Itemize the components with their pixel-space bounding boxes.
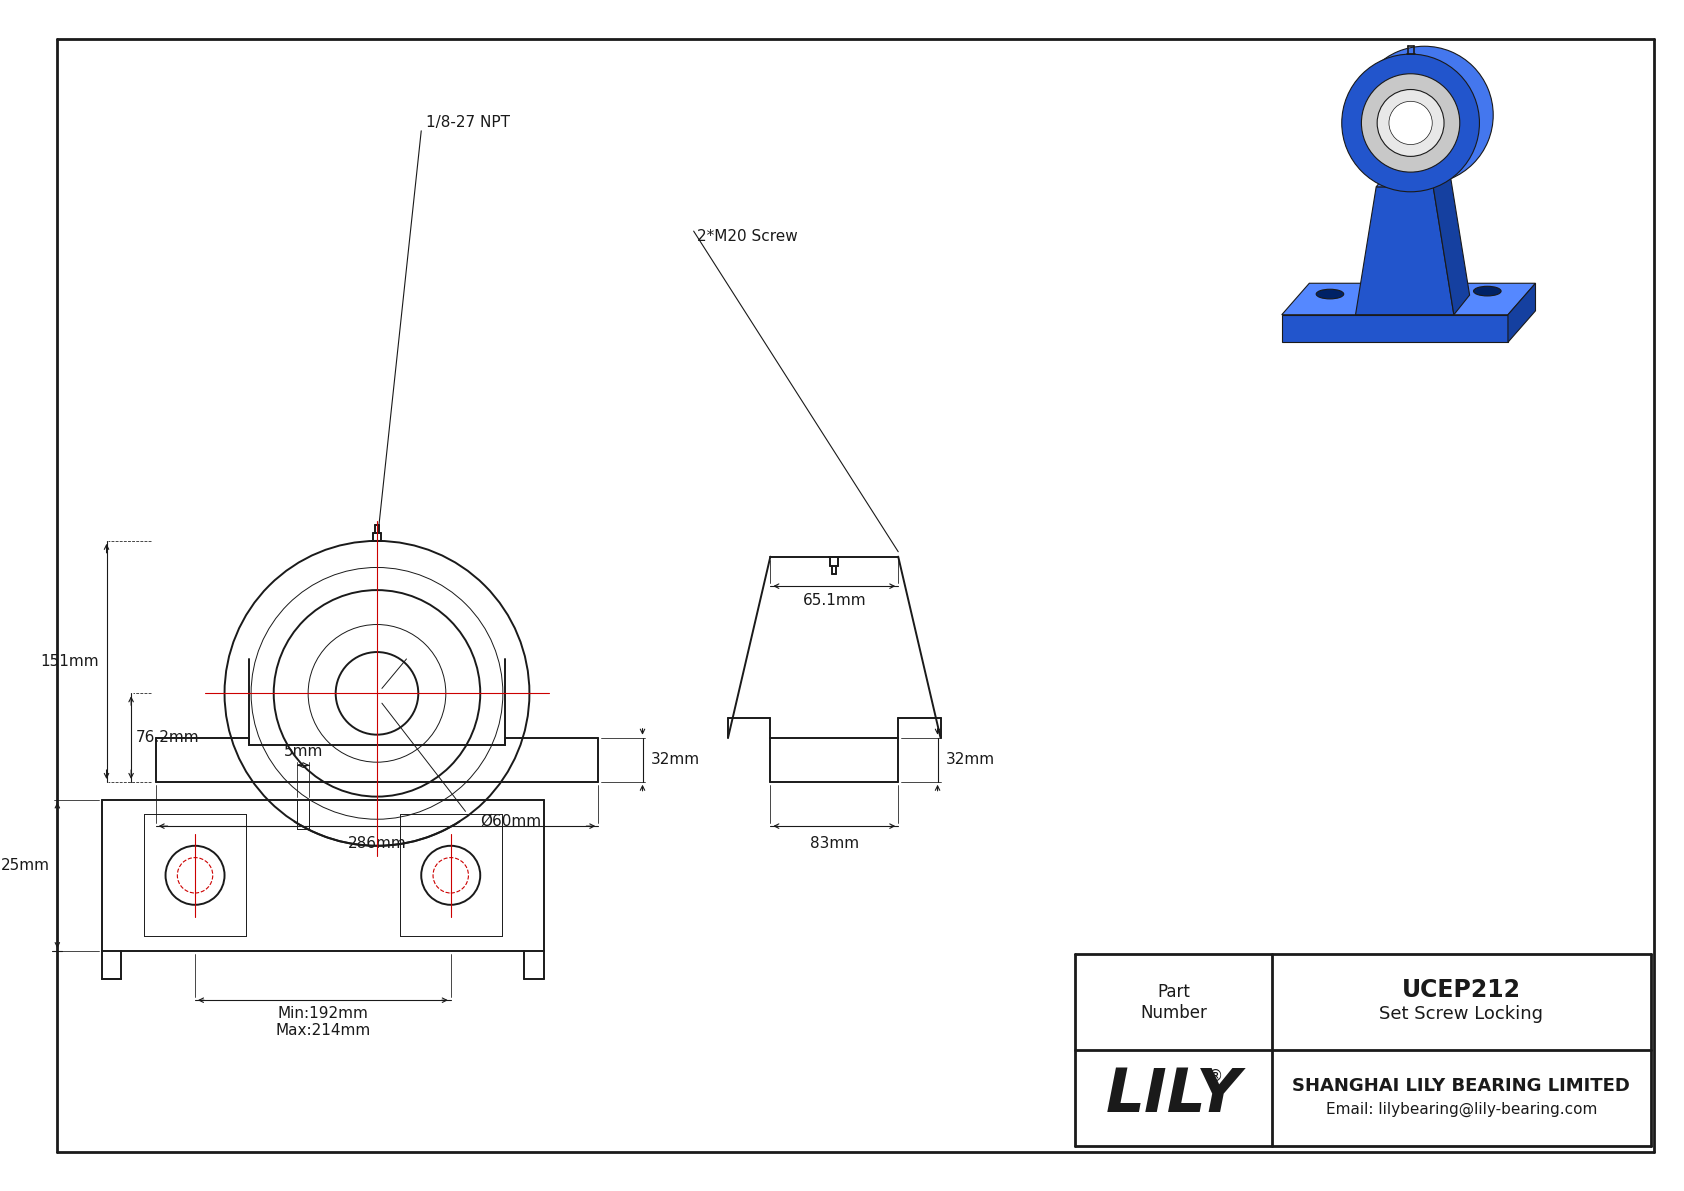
- Ellipse shape: [1317, 289, 1344, 299]
- Text: 2*M20 Screw: 2*M20 Screw: [697, 229, 797, 243]
- Polygon shape: [1433, 167, 1470, 314]
- Text: 76.2mm: 76.2mm: [136, 730, 200, 746]
- Circle shape: [1389, 101, 1431, 144]
- Text: SHANGHAI LILY BEARING LIMITED: SHANGHAI LILY BEARING LIMITED: [1292, 1077, 1630, 1096]
- Text: Part
Number: Part Number: [1140, 983, 1207, 1022]
- Polygon shape: [1507, 283, 1536, 342]
- Circle shape: [1361, 74, 1460, 173]
- Text: 286mm: 286mm: [347, 836, 406, 852]
- Polygon shape: [1376, 167, 1448, 187]
- Text: 25mm: 25mm: [0, 858, 49, 873]
- Text: Min:192mm
Max:214mm: Min:192mm Max:214mm: [274, 1005, 370, 1039]
- Circle shape: [1342, 54, 1480, 192]
- Ellipse shape: [1474, 286, 1500, 295]
- Text: ®: ®: [1207, 1068, 1224, 1084]
- Text: UCEP212: UCEP212: [1401, 978, 1521, 1003]
- Polygon shape: [1356, 187, 1453, 314]
- Text: 151mm: 151mm: [40, 654, 99, 669]
- Text: 32mm: 32mm: [945, 753, 995, 767]
- Text: 32mm: 32mm: [650, 753, 699, 767]
- Polygon shape: [1282, 283, 1536, 314]
- Circle shape: [1378, 89, 1445, 156]
- Polygon shape: [1282, 314, 1507, 342]
- Text: Set Screw Locking: Set Screw Locking: [1379, 1005, 1543, 1023]
- Text: 65.1mm: 65.1mm: [803, 593, 866, 609]
- Text: 5mm: 5mm: [283, 744, 323, 759]
- Text: Email: lilybearing@lily-bearing.com: Email: lilybearing@lily-bearing.com: [1325, 1102, 1596, 1117]
- Wedge shape: [1356, 46, 1494, 183]
- Text: LILY: LILY: [1106, 1066, 1241, 1124]
- Text: 83mm: 83mm: [810, 836, 859, 852]
- Text: 1/8-27 NPT: 1/8-27 NPT: [426, 116, 510, 131]
- Text: Ø60mm: Ø60mm: [480, 813, 541, 829]
